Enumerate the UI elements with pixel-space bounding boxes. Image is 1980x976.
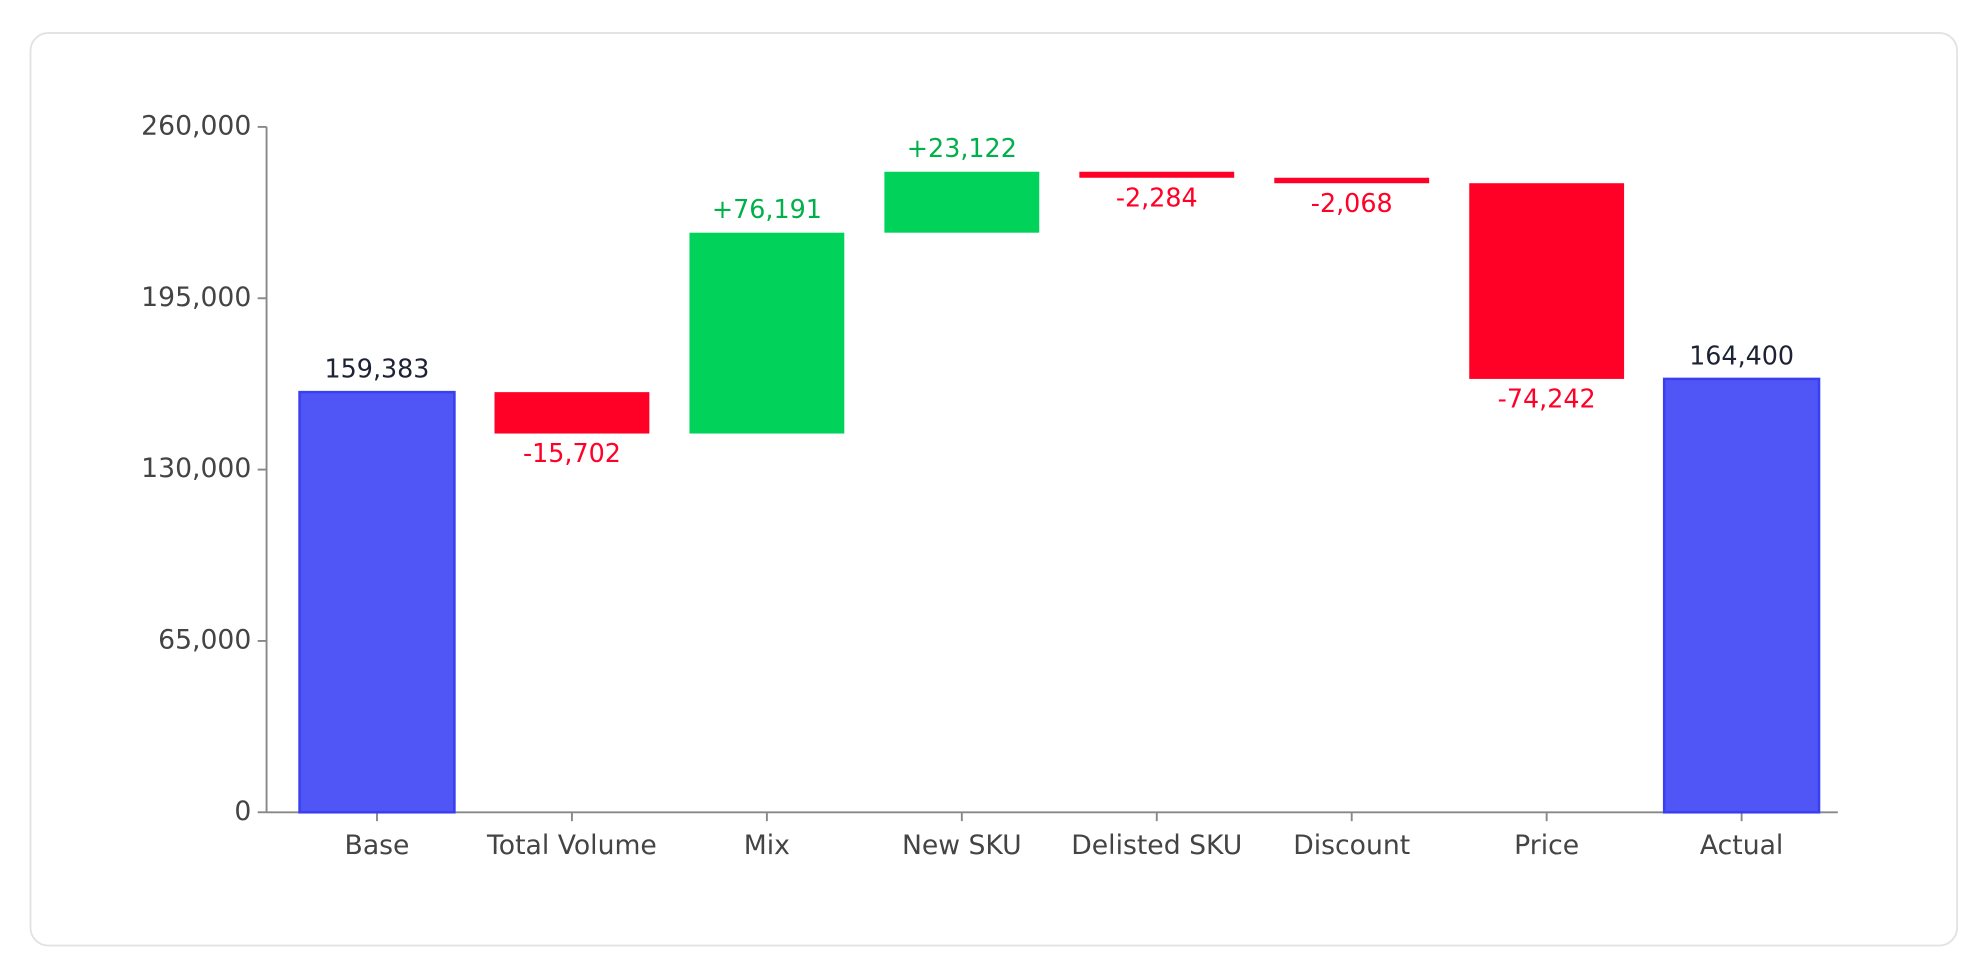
bar bbox=[1274, 177, 1430, 184]
value-label: -15,702 bbox=[523, 438, 621, 468]
x-tick-label: Delisted SKU bbox=[1071, 830, 1242, 861]
y-tick-label: 65,000 bbox=[158, 624, 251, 655]
bar bbox=[1662, 377, 1821, 814]
x-tick-label: New SKU bbox=[902, 830, 1022, 861]
x-tick-label: Actual bbox=[1700, 830, 1783, 861]
value-label: +23,122 bbox=[907, 133, 1017, 163]
value-label: 164,400 bbox=[1689, 340, 1794, 370]
y-tick-label: 195,000 bbox=[141, 282, 251, 313]
y-tick-label: 0 bbox=[234, 796, 251, 827]
bar bbox=[494, 392, 650, 434]
bar bbox=[884, 171, 1040, 233]
value-label: 159,383 bbox=[325, 354, 430, 384]
bar bbox=[298, 390, 456, 814]
bar bbox=[689, 232, 845, 434]
value-label: +76,191 bbox=[712, 194, 822, 224]
value-label: -74,242 bbox=[1498, 383, 1596, 413]
y-tick-label: 260,000 bbox=[141, 110, 251, 141]
x-tick-label: Mix bbox=[744, 830, 790, 861]
x-tick-label: Base bbox=[345, 830, 410, 861]
x-tick-label: Discount bbox=[1293, 830, 1410, 861]
value-label: -2,284 bbox=[1116, 182, 1198, 212]
value-label: -2,068 bbox=[1311, 188, 1393, 218]
bar bbox=[1079, 171, 1235, 178]
y-tick-label: 130,000 bbox=[141, 453, 251, 484]
x-tick-label: Total Volume bbox=[486, 830, 657, 861]
bar bbox=[1469, 183, 1625, 379]
x-tick-label: Price bbox=[1514, 830, 1579, 861]
